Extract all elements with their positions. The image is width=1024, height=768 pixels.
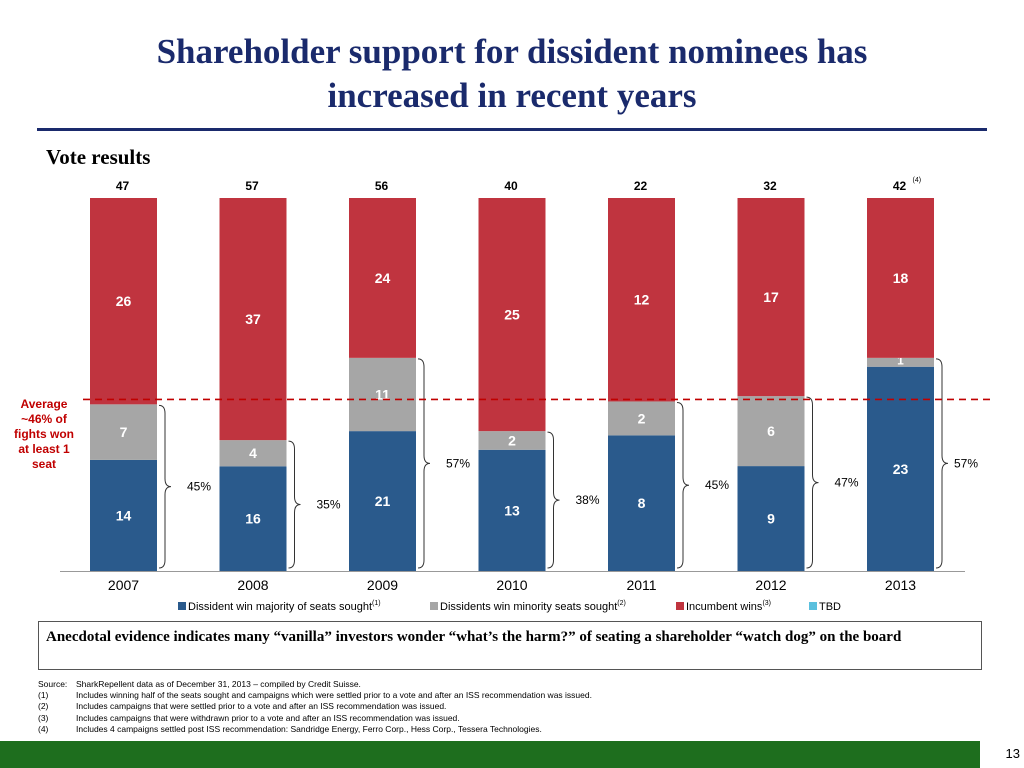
bar-segment: [737, 396, 805, 467]
bar-total-label: 56: [375, 179, 389, 193]
bar-value-label: 7: [120, 424, 128, 440]
bar-value-label: 8: [638, 495, 646, 511]
bar-segment: [478, 431, 546, 450]
bar-total-label: 42: [893, 179, 907, 193]
bar-value-label: 24: [375, 270, 391, 286]
success-brace: [158, 404, 172, 569]
bar-value-label: 1: [897, 354, 904, 368]
bar-total-label: 32: [763, 179, 777, 193]
category-label: 2011: [626, 577, 656, 593]
bar-segment: [608, 198, 675, 402]
bar-value-label: 25: [504, 307, 520, 323]
success-brace: [547, 431, 560, 569]
bar-segment: [349, 431, 416, 571]
bar-value-label: 2: [638, 410, 646, 426]
bar-total-label: 22: [634, 179, 648, 193]
bar-segment: [219, 466, 287, 571]
average-label: Average ~46% of fights won at least 1 seat: [14, 397, 74, 471]
page-title: Shareholder support for dissident nomine…: [60, 30, 964, 118]
bar-value-label: 14: [116, 507, 132, 523]
bar-segment: [867, 357, 934, 367]
bar-value-label: 21: [375, 493, 391, 509]
success-brace: [417, 358, 431, 569]
footnote-4: (4) Includes 4 campaigns settled post ISS…: [38, 723, 542, 734]
footnote-1: (1) Includes winning half of the seats so…: [38, 690, 592, 701]
legend-swatch: [178, 602, 186, 610]
bar-value-label: 11: [375, 386, 390, 402]
bar-value-label: 9: [767, 511, 775, 527]
success-percent-label: 45%: [705, 478, 729, 492]
bar-total-label: 47: [116, 179, 130, 193]
page-number: 13: [1005, 746, 1020, 761]
bar-segment: [478, 198, 546, 432]
success-percent-label: 45%: [187, 480, 211, 494]
footnote-3: (3) Includes campaigns that were withdraw…: [38, 712, 460, 723]
success-percent-label: 35%: [316, 498, 340, 512]
bar-value-label: 6: [767, 423, 775, 439]
bar-total-label: 40: [504, 179, 518, 193]
bar-segment: [478, 449, 546, 571]
success-percent-label: 47%: [834, 476, 858, 490]
category-label: 2008: [237, 577, 268, 593]
title-line-1: Shareholder support for dissident nomine…: [156, 32, 868, 71]
title-line-2: increased in recent years: [327, 76, 697, 115]
bar-segment: [608, 435, 675, 571]
bar-segment: [867, 366, 934, 571]
success-brace: [288, 440, 301, 569]
bar-value-label: 18: [893, 270, 909, 286]
footer-bar: [0, 741, 980, 768]
chart-subtitle: Vote results: [46, 145, 151, 169]
bar-segment: [349, 198, 416, 358]
bar-value-label: 37: [245, 311, 261, 327]
bar-value-label: 12: [634, 292, 650, 308]
bar-value-label: 26: [116, 293, 132, 309]
bar-segment: [90, 459, 157, 571]
bar-value-label: 17: [763, 289, 779, 305]
success-brace: [935, 358, 949, 569]
legend-swatch: [809, 602, 817, 610]
category-label: 2007: [108, 577, 139, 593]
legend-swatch: [430, 602, 438, 610]
bar-segment: [737, 198, 805, 397]
bar-segment: [219, 440, 287, 467]
bar-segment: [608, 401, 675, 436]
bar-segment: [737, 466, 805, 571]
bar-value-label: 2: [508, 432, 516, 448]
bar-value-label: 13: [504, 502, 520, 518]
bar-total-label: 57: [245, 179, 259, 193]
bar-segment: [90, 198, 157, 405]
category-label: 2009: [367, 577, 398, 593]
category-label: 2010: [496, 577, 527, 593]
success-percent-label: 38%: [575, 493, 599, 507]
footnote-2: (2) Includes campaigns that were settled …: [38, 701, 447, 712]
bar-segment: [349, 357, 416, 432]
category-label: 2013: [885, 577, 916, 593]
bar-value-label: 16: [245, 511, 261, 527]
legend-entry: Incumbent wins(3): [686, 600, 771, 613]
title-divider: [37, 128, 987, 131]
success-percent-label: 57%: [954, 456, 978, 470]
legend-swatch: [676, 602, 684, 610]
legend-entry: TBD: [819, 601, 841, 613]
success-percent-label: 57%: [446, 456, 470, 470]
legend-entry: Dissidents win minority seats sought(2): [440, 600, 626, 613]
callout-box: Anecdotal evidence indicates many “vanil…: [38, 621, 982, 670]
legend-entry: Dissident win majority of seats sought(1…: [188, 600, 381, 613]
bar-segment: [867, 198, 934, 358]
category-label: 2012: [755, 577, 786, 593]
bar-value-label: 4: [249, 445, 257, 461]
success-brace: [806, 396, 819, 569]
footnotes: Source: SharkRepellent data as of Decembe…: [38, 679, 988, 735]
bar-segment: [90, 404, 157, 460]
total-footnote-marker: (4): [913, 177, 922, 184]
success-brace: [676, 401, 690, 569]
footnote-source: Source: SharkRepellent data as of Decembe…: [38, 679, 361, 689]
bar-value-label: 23: [893, 461, 909, 477]
